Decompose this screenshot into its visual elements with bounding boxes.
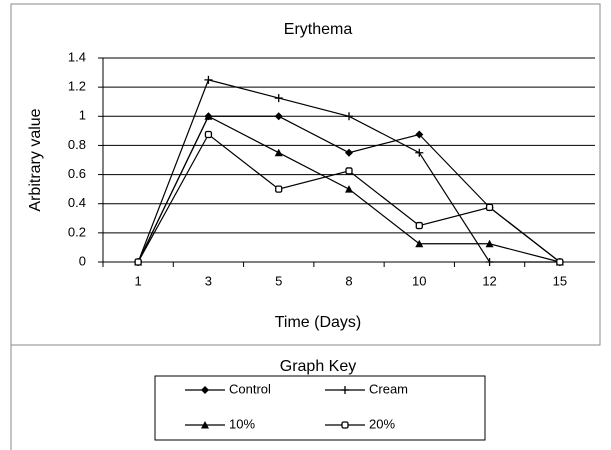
chart-title: Erythema bbox=[284, 21, 353, 38]
marker bbox=[345, 112, 353, 121]
marker bbox=[134, 258, 142, 266]
x-tick-label: 3 bbox=[205, 273, 212, 288]
legend-label: 20% bbox=[369, 416, 395, 431]
y-tick-label: 1.4 bbox=[68, 49, 86, 64]
marker bbox=[345, 167, 353, 175]
legend-box bbox=[154, 375, 486, 441]
marker bbox=[485, 239, 494, 248]
marker bbox=[201, 386, 209, 394]
marker bbox=[485, 258, 494, 266]
y-tick-label: 0.2 bbox=[68, 224, 86, 239]
x-tick-label: 10 bbox=[412, 273, 426, 288]
x-tick-label: 8 bbox=[345, 273, 352, 288]
y-tick-label: 0.4 bbox=[68, 195, 86, 210]
marker bbox=[275, 185, 283, 193]
y-tick-label: 1 bbox=[79, 108, 86, 123]
marker bbox=[415, 130, 424, 139]
y-tick-label: 1.2 bbox=[68, 79, 86, 94]
legend-title: Graph Key bbox=[280, 358, 356, 375]
marker bbox=[415, 221, 423, 230]
y-tick-label: 0.6 bbox=[68, 166, 86, 181]
marker bbox=[415, 239, 424, 248]
frame bbox=[10, 3, 601, 450]
y-axis-label: Arbitrary value bbox=[27, 108, 44, 211]
marker bbox=[345, 148, 353, 157]
legend-label: Control bbox=[229, 381, 271, 396]
x-tick-label: 15 bbox=[553, 273, 567, 288]
marker bbox=[204, 130, 213, 139]
marker bbox=[345, 185, 353, 193]
marker bbox=[204, 75, 213, 84]
marker bbox=[274, 112, 283, 121]
marker bbox=[341, 386, 349, 394]
marker bbox=[485, 203, 494, 212]
y-tick-label: 0 bbox=[79, 253, 86, 268]
marker bbox=[204, 112, 213, 120]
marker bbox=[201, 421, 209, 429]
y-tick-label: 0.8 bbox=[68, 137, 86, 152]
marker bbox=[341, 421, 349, 429]
x-tick-label: 12 bbox=[482, 273, 496, 288]
marker bbox=[274, 94, 283, 103]
legend-label: Cream bbox=[369, 381, 408, 396]
marker bbox=[556, 258, 564, 266]
legend-label: 10% bbox=[229, 416, 255, 431]
marker bbox=[274, 148, 283, 157]
x-axis-label: Time (Days) bbox=[275, 314, 362, 331]
marker bbox=[415, 148, 424, 157]
x-tick-label: 1 bbox=[135, 273, 142, 288]
x-tick-label: 5 bbox=[275, 273, 282, 288]
